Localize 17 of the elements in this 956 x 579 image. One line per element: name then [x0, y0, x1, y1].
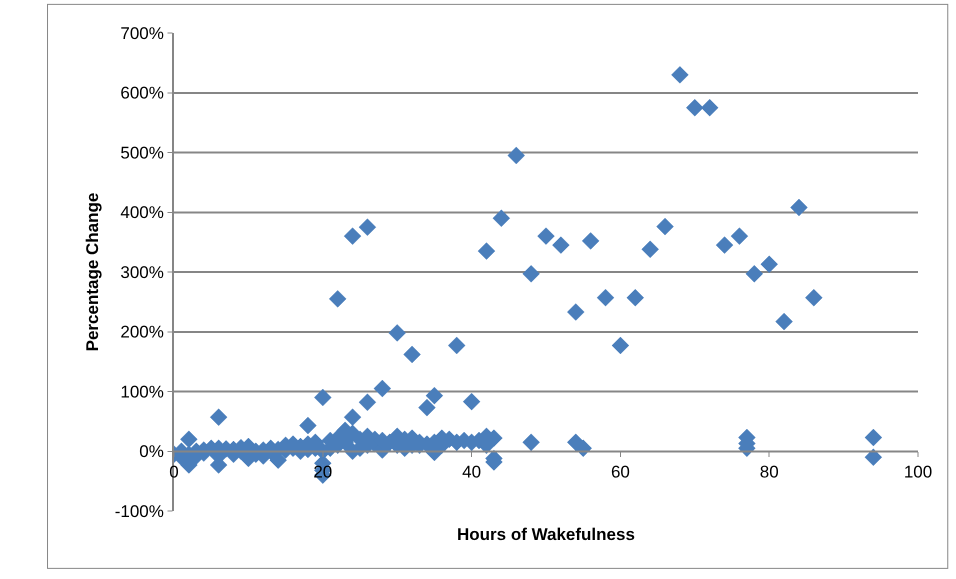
y-tick-label: 100% — [120, 382, 164, 402]
y-tick-label: 200% — [120, 322, 164, 342]
y-tick-label: 400% — [120, 203, 164, 222]
x-tick-label: 60 — [610, 462, 630, 482]
y-tick-label: 300% — [120, 262, 164, 282]
x-axis-title: Hours of Wakefulness — [457, 525, 635, 544]
y-tick-label: 700% — [120, 24, 164, 43]
y-tick-label: -100% — [114, 502, 164, 521]
x-tick-label: 0 — [169, 462, 179, 482]
y-tick-label: 500% — [120, 143, 164, 162]
x-tick-label: 100 — [904, 462, 932, 482]
y-tick-label: 0% — [139, 442, 164, 462]
y-axis-title: Percentage Change — [82, 192, 102, 352]
x-tick-label: 20 — [313, 462, 332, 482]
x-tick-label: 80 — [760, 462, 779, 482]
y-tick-label: 600% — [120, 84, 164, 103]
x-tick-label: 40 — [462, 462, 482, 482]
